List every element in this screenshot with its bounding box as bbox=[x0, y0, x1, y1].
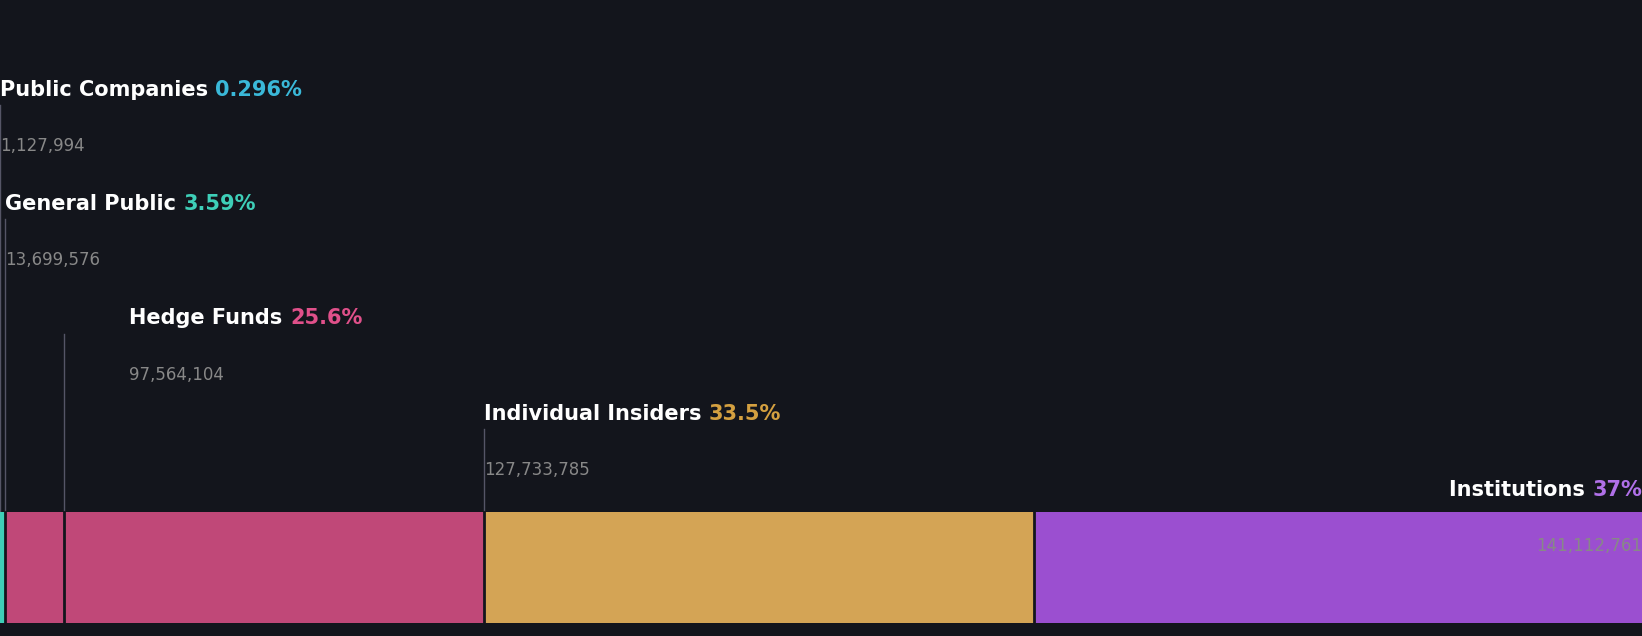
Text: 33.5%: 33.5% bbox=[709, 404, 782, 424]
Bar bbox=[64, 512, 484, 623]
Bar bbox=[1034, 512, 1642, 623]
Bar bbox=[5, 512, 64, 623]
Text: Public Companies: Public Companies bbox=[0, 80, 215, 99]
Text: Institutions: Institutions bbox=[1448, 480, 1593, 500]
Text: 25.6%: 25.6% bbox=[291, 308, 363, 328]
Text: 127,733,785: 127,733,785 bbox=[484, 461, 589, 479]
Text: 3.59%: 3.59% bbox=[184, 194, 256, 214]
Text: 37%: 37% bbox=[1593, 480, 1642, 500]
Text: 13,699,576: 13,699,576 bbox=[5, 251, 100, 269]
Text: 0.296%: 0.296% bbox=[215, 80, 302, 99]
Bar bbox=[0, 512, 5, 623]
Text: 1,127,994: 1,127,994 bbox=[0, 137, 85, 155]
Text: 141,112,761: 141,112,761 bbox=[1535, 537, 1642, 555]
Text: General Public: General Public bbox=[5, 194, 184, 214]
Text: Hedge Funds: Hedge Funds bbox=[130, 308, 291, 328]
Text: 97,564,104: 97,564,104 bbox=[130, 366, 225, 384]
Bar bbox=[484, 512, 1034, 623]
Text: Individual Insiders: Individual Insiders bbox=[484, 404, 709, 424]
